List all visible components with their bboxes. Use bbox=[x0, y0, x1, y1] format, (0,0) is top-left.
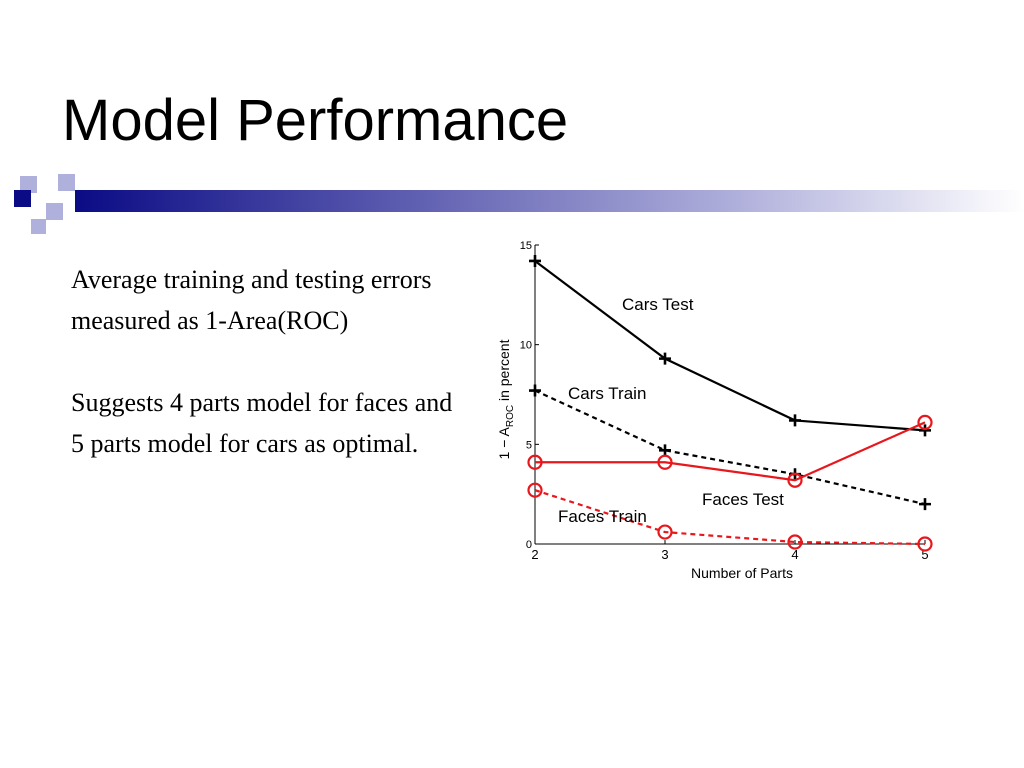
point-faces-test-0 bbox=[527, 454, 543, 470]
point-cars-train-0 bbox=[529, 384, 541, 397]
deco-square-lavender-bottom bbox=[31, 219, 46, 234]
series-line-cars-train bbox=[534, 389, 926, 506]
x-tick-label-2: 4 bbox=[791, 547, 798, 562]
annotation-cars-test: Cars Test bbox=[622, 295, 694, 314]
annotation-cars-train: Cars Train bbox=[568, 384, 646, 403]
point-cars-test-2 bbox=[789, 414, 801, 427]
point-cars-train-1 bbox=[659, 444, 671, 457]
point-faces-train-1 bbox=[657, 524, 673, 540]
performance-chart: 0 5 10 15 2 3 4 5 Number of Parts 1 − AROC in per… bbox=[496, 240, 933, 581]
series-line-faces-train bbox=[534, 489, 926, 546]
point-cars-test-0 bbox=[529, 254, 541, 267]
deco-square-lavender-low bbox=[46, 203, 63, 220]
paragraph-conclusion: Suggests 4 parts model for faces and 5 p… bbox=[71, 388, 453, 458]
x-tick-label-3: 5 bbox=[921, 547, 928, 562]
deco-square-lavender-top bbox=[20, 176, 37, 193]
annotation-faces-train: Faces Train bbox=[558, 507, 647, 526]
point-cars-train-3 bbox=[919, 498, 931, 511]
body-text: Average training and testing errors meas… bbox=[71, 259, 461, 505]
slide-title: Model Performance bbox=[62, 88, 569, 153]
point-faces-train-0 bbox=[527, 482, 543, 498]
title-gradient-bar bbox=[75, 190, 1024, 212]
annotation-faces-test: Faces Test bbox=[702, 490, 784, 509]
point-faces-test-1 bbox=[657, 454, 673, 470]
x-tick-label-0: 2 bbox=[531, 547, 538, 562]
point-faces-train-2 bbox=[787, 534, 803, 550]
point-faces-train-3 bbox=[917, 536, 933, 552]
x-axis-label: Number of Parts bbox=[691, 565, 793, 581]
y-tick-label-1: 5 bbox=[526, 439, 532, 451]
y-tick-label-0: 0 bbox=[526, 539, 532, 551]
deco-square-navy bbox=[14, 190, 31, 207]
deco-square-lavender-mid bbox=[58, 174, 75, 191]
point-cars-test-1 bbox=[659, 352, 671, 365]
point-cars-test-3 bbox=[919, 424, 931, 437]
y-tick-label-2: 10 bbox=[520, 340, 532, 352]
x-tick-label-1: 3 bbox=[661, 547, 668, 562]
paragraph-error-measure: Average training and testing errors meas… bbox=[71, 265, 432, 335]
y-axis-label: 1 − AROC in percent bbox=[496, 339, 516, 459]
series-line-faces-test bbox=[535, 421, 926, 482]
point-faces-test-2 bbox=[787, 472, 803, 488]
y-tick-label-3: 15 bbox=[520, 240, 532, 252]
point-faces-test-3 bbox=[917, 414, 933, 431]
series-line-cars-test bbox=[534, 260, 926, 432]
